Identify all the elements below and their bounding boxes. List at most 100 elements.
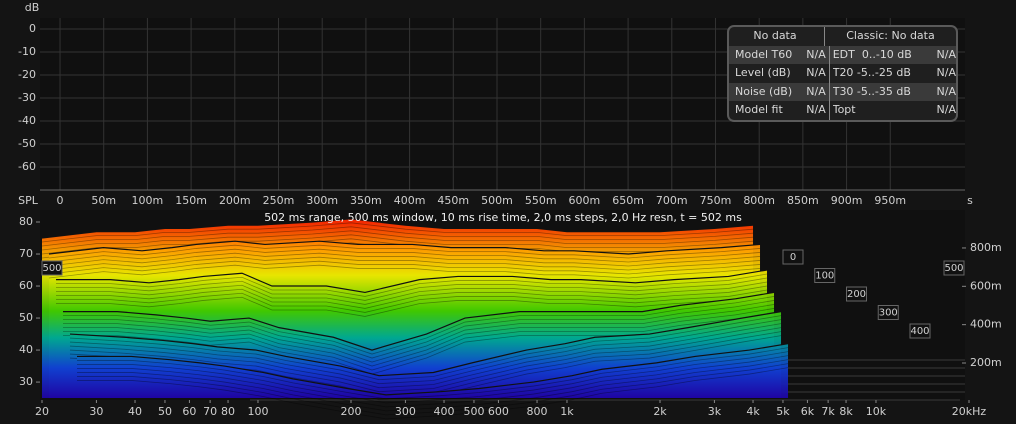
slice-contour — [48, 244, 761, 259]
table-cell: N/A — [806, 47, 826, 61]
x-tick-label: 200 — [341, 405, 362, 418]
x-tick-label: 50 — [158, 405, 172, 418]
x-tick-label: 400m — [394, 194, 426, 207]
y-tick-label: -10 — [18, 45, 36, 58]
x-tick-label: 950m — [874, 194, 906, 207]
x-tick-label: 150m — [175, 194, 207, 207]
x-tick-label: 400 — [434, 405, 455, 418]
slice-line — [56, 269, 768, 294]
y-tick-label: 40 — [19, 343, 33, 356]
y-tick-label: 50 — [19, 311, 33, 324]
depth-label-box — [41, 260, 63, 276]
slice-contour — [41, 222, 754, 243]
x-tick-label: 600 — [488, 405, 509, 418]
x-tick-label: 750m — [700, 194, 732, 207]
table-row: Level (dB) N/A T20 -5..-25 dB N/A — [729, 64, 956, 83]
y-tick-label: 0 — [29, 22, 36, 35]
slice-contour — [63, 304, 775, 363]
x-tick-label: 500m — [481, 194, 513, 207]
separator — [828, 82, 830, 102]
depth-tick-label: 100 — [815, 271, 834, 282]
x-tick-label: 10k — [866, 405, 887, 418]
x-tick-label: 300 — [395, 405, 416, 418]
y2-tick-label: 600m — [970, 279, 1002, 292]
slice-contour — [69, 319, 782, 385]
x-tick-label: 8k — [839, 405, 853, 418]
slice-line — [63, 291, 775, 351]
slice-contour — [48, 248, 761, 263]
depth-tick-label: 400 — [910, 326, 929, 337]
table-cell: N/A — [936, 47, 956, 61]
x-tick-label: 30 — [89, 405, 103, 418]
table-row: Model fit N/A Topt N/A — [729, 101, 956, 120]
depth-label-box — [877, 305, 899, 320]
slice-fill — [77, 343, 789, 398]
x-tick-label: 0 — [57, 194, 64, 207]
slice-contour — [41, 226, 754, 247]
slice-contour — [63, 312, 775, 371]
x-tick-label: 4k — [746, 405, 760, 418]
y-tick-label: -60 — [18, 160, 36, 173]
slice-contour — [69, 327, 782, 393]
table-cell: T20 -5..-25 dB — [832, 66, 911, 80]
x-tick-label: 20kHz — [952, 405, 987, 418]
x-tick-label: 2k — [653, 405, 667, 418]
x-tick-label: 100 — [247, 405, 268, 418]
x-tick-label: 600m — [569, 194, 601, 207]
depth-label-box — [943, 260, 965, 276]
slice-contour — [77, 359, 789, 412]
separator — [824, 27, 825, 46]
table-cell: Noise (dB) — [735, 84, 793, 98]
header-cell: No data — [753, 29, 797, 42]
table-cell: Model fit — [735, 103, 783, 117]
slice-contour — [63, 296, 775, 355]
x-tick-label: 40 — [128, 405, 142, 418]
slice-contour — [56, 289, 768, 313]
x-tick-label: 1k — [560, 405, 574, 418]
x-tick-label: 800m — [743, 194, 775, 207]
depth-label-box — [909, 323, 931, 339]
table-header: No data Classic: No data — [729, 27, 956, 46]
x-tick-label: 700m — [656, 194, 688, 207]
x-tick-label: 200m — [219, 194, 251, 207]
x-tick-label: 450m — [437, 194, 469, 207]
slice-contour — [48, 256, 761, 271]
depth-tick-label: 300 — [879, 308, 898, 319]
x-tick-label: 650m — [612, 194, 644, 207]
slice-contour — [48, 260, 761, 275]
x-tick-label: 70 — [203, 405, 217, 418]
depth-tick-label: 500 — [944, 263, 963, 274]
y-axis-label: dB — [25, 1, 40, 14]
y2-tick-label: 800m — [970, 241, 1002, 254]
slice-line — [41, 218, 754, 239]
x-axis-unit: s — [967, 194, 973, 207]
separator — [828, 64, 830, 83]
separator — [828, 101, 830, 120]
x-tick-label: 60 — [182, 405, 196, 418]
slice-contour — [77, 347, 789, 400]
depth-label-box — [846, 286, 867, 302]
table-cell: Topt — [832, 103, 856, 117]
table-cell: Level (dB) — [735, 66, 791, 80]
x-tick-label: 250m — [263, 194, 295, 207]
slice-line — [69, 311, 782, 377]
y-axis-label: SPL — [18, 194, 39, 207]
x-tick-label: 500 — [463, 405, 484, 418]
y-tick-label: 80 — [19, 215, 33, 228]
table-cell: N/A — [806, 84, 826, 98]
annotation: 502 ms range, 500 ms window, 10 ms rise … — [264, 211, 742, 224]
slice-contour — [77, 367, 789, 420]
x-tick-label: 5k — [776, 405, 790, 418]
y2-tick-label: 400m — [970, 318, 1002, 331]
y-tick-label: -30 — [18, 91, 36, 104]
x-tick-label: 900m — [831, 194, 863, 207]
slice-contour — [48, 252, 761, 267]
table-cell: EDT 0..-10 dB — [832, 47, 912, 61]
depth-tick-label: 500 — [42, 263, 61, 274]
table-cell: T30 -5..-35 dB — [832, 84, 911, 98]
slice-contour — [56, 293, 768, 317]
y-tick-label: -40 — [18, 114, 36, 127]
x-tick-label: 100m — [132, 194, 164, 207]
slice-contour — [77, 355, 789, 408]
